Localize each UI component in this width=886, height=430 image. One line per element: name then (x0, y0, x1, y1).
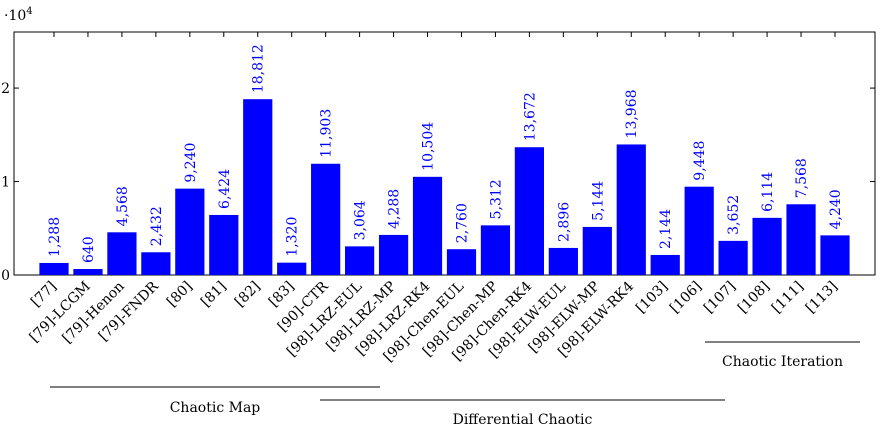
x-tick-label: [82] (232, 279, 264, 311)
bar (820, 235, 850, 275)
bar (480, 225, 511, 275)
y-tick-label: 0 (1, 268, 10, 284)
bar-value-label: 2,896 (556, 202, 572, 242)
x-tick-label: [107] (701, 279, 739, 317)
bar-value-label: 11,903 (319, 109, 335, 158)
bar-value-label: 9,448 (692, 141, 708, 181)
bar (141, 252, 171, 275)
bar (412, 176, 443, 275)
bar-value-label: 13,968 (624, 89, 640, 138)
bar-value-label: 3,652 (726, 195, 742, 235)
bar (548, 247, 578, 275)
group-label: Chaotic Iteration (722, 354, 843, 370)
bar (446, 249, 477, 275)
bar (243, 99, 273, 276)
x-tick-label: [106] (667, 279, 705, 317)
bar (616, 144, 646, 275)
plot-frame (13, 31, 876, 276)
bar (175, 188, 205, 275)
x-tick-label: [81] (198, 279, 230, 311)
bar-value-label: 640 (81, 236, 97, 263)
y-tick-label: 2 (1, 81, 10, 97)
bar-value-label: 2,432 (149, 206, 165, 246)
bar-value-label: 3,064 (353, 200, 369, 240)
bar-value-label: 5,312 (488, 179, 504, 219)
bar-value-label: 5,144 (590, 181, 606, 221)
bar-value-label: 10,504 (421, 122, 437, 171)
bar (378, 234, 409, 275)
bar (752, 217, 782, 275)
bar-value-label: 6,424 (217, 169, 233, 209)
bar (209, 214, 239, 275)
y-tick-label: 1 (1, 175, 10, 191)
bar (718, 240, 748, 275)
bar (107, 232, 137, 275)
bar (345, 246, 375, 275)
bar (39, 262, 69, 275)
y-multiplier-label: ·104 (4, 6, 33, 24)
bar (277, 262, 307, 275)
x-tick-label: [108] (735, 279, 773, 317)
bar (684, 186, 714, 275)
bar (311, 163, 341, 275)
bar-value-label: 4,288 (387, 189, 403, 229)
bar-value-label: 4,240 (828, 189, 844, 229)
bar-value-label: 4,568 (115, 186, 131, 226)
bar (514, 147, 544, 275)
group-label: Chaotic Map (170, 400, 261, 416)
bar-value-label: 18,812 (251, 44, 267, 93)
x-tick-label: [80] (164, 279, 196, 311)
bar-value-label: 2,760 (454, 203, 470, 243)
bar (650, 254, 680, 275)
bar-value-label: 1,320 (285, 217, 301, 257)
bar-value-label: 1,288 (47, 217, 63, 257)
x-tick-label: [111] (769, 279, 807, 317)
group-label: Differential Chaotic (453, 412, 593, 428)
bar (73, 269, 103, 275)
bar-value-label: 7,568 (794, 158, 810, 198)
x-tick-label: [103] (633, 279, 671, 317)
x-tick-label: [113] (803, 279, 841, 317)
bar-value-label: 9,240 (183, 143, 199, 183)
bar (786, 204, 816, 275)
bar-value-label: 6,114 (760, 172, 776, 212)
bar-value-label: 13,672 (522, 92, 538, 141)
bar (582, 226, 612, 275)
bar-value-label: 2,144 (658, 209, 674, 249)
